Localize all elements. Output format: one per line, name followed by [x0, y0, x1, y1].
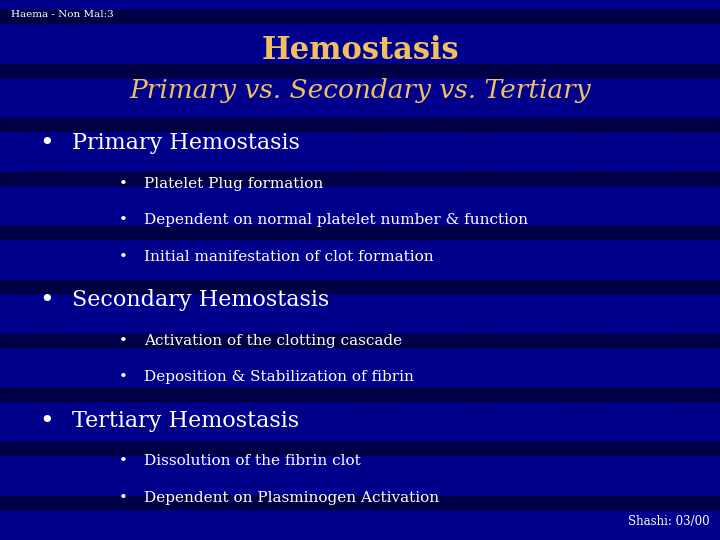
Text: Platelet Plug formation: Platelet Plug formation — [144, 177, 323, 191]
Bar — [0, 118, 720, 131]
Text: Deposition & Stabilization of fibrin: Deposition & Stabilization of fibrin — [144, 370, 414, 384]
Bar — [0, 388, 720, 401]
Text: Haema - Non Mal:3: Haema - Non Mal:3 — [11, 10, 114, 19]
Text: Dependent on normal platelet number & function: Dependent on normal platelet number & fu… — [144, 213, 528, 227]
Text: •: • — [40, 132, 54, 156]
Text: Shashi: 03/00: Shashi: 03/00 — [628, 515, 709, 528]
Bar — [0, 226, 720, 239]
Bar — [0, 334, 720, 347]
Text: •: • — [40, 289, 54, 313]
Polygon shape — [396, 0, 454, 540]
Text: Secondary Hemostasis: Secondary Hemostasis — [72, 289, 329, 312]
Bar — [0, 64, 720, 77]
Text: •: • — [119, 491, 127, 505]
Text: •: • — [119, 370, 127, 384]
Polygon shape — [504, 0, 562, 540]
Polygon shape — [288, 0, 346, 540]
Polygon shape — [180, 0, 238, 540]
Text: •: • — [119, 177, 127, 191]
Polygon shape — [0, 0, 22, 540]
Bar — [0, 442, 720, 455]
Text: •: • — [119, 213, 127, 227]
Text: Primary Hemostasis: Primary Hemostasis — [72, 132, 300, 154]
Bar — [0, 10, 720, 23]
Text: Dissolution of the fibrin clot: Dissolution of the fibrin clot — [144, 454, 361, 468]
Text: •: • — [119, 454, 127, 468]
Text: •: • — [119, 334, 127, 348]
Polygon shape — [612, 0, 670, 540]
Text: Dependent on Plasminogen Activation: Dependent on Plasminogen Activation — [144, 491, 439, 505]
Text: Primary vs. Secondary vs. Tertiary: Primary vs. Secondary vs. Tertiary — [129, 78, 591, 103]
Polygon shape — [72, 0, 130, 540]
Text: Activation of the clotting cascade: Activation of the clotting cascade — [144, 334, 402, 348]
Bar — [0, 496, 720, 509]
Text: Hemostasis: Hemostasis — [261, 35, 459, 66]
Text: •: • — [119, 250, 127, 264]
Text: Initial manifestation of clot formation: Initial manifestation of clot formation — [144, 250, 433, 264]
Bar — [0, 280, 720, 293]
Text: Tertiary Hemostasis: Tertiary Hemostasis — [72, 410, 299, 432]
Text: •: • — [40, 410, 54, 433]
Bar — [0, 172, 720, 185]
